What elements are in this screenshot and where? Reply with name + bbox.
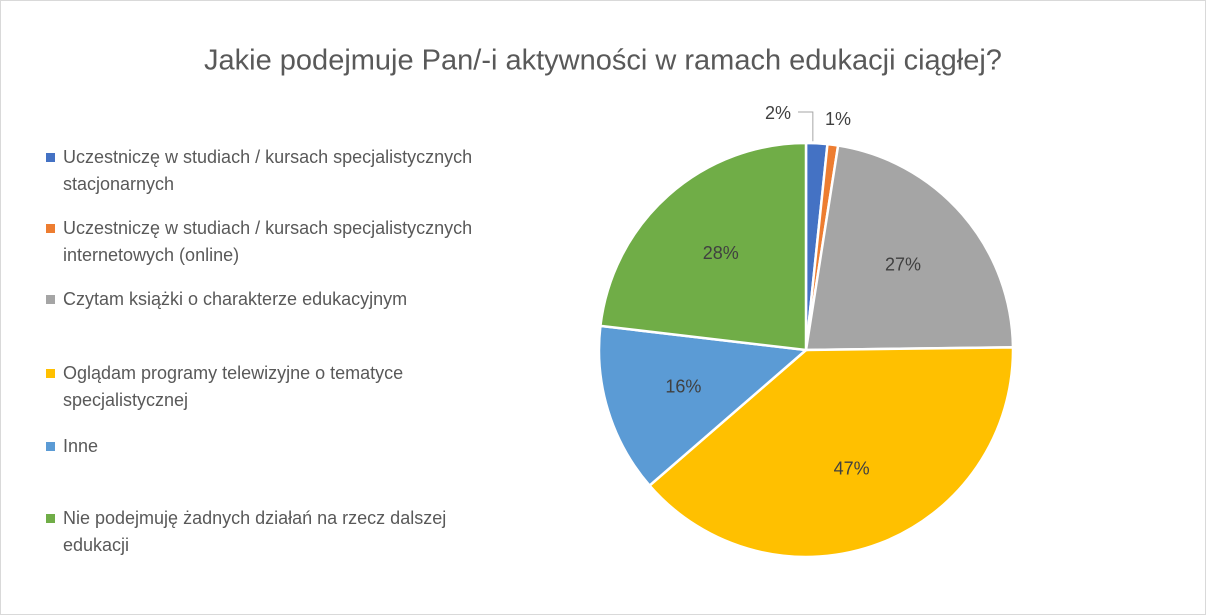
chart-title: Jakie podejmuje Pan/-i aktywności w rama… (204, 45, 1002, 77)
pie-slice (599, 141, 808, 352)
legend-swatch (46, 514, 55, 523)
pie-slice (597, 324, 809, 488)
legend-item: Inne (46, 433, 476, 460)
legend-swatch (46, 369, 55, 378)
data-label: 47% (834, 459, 870, 479)
legend-item: Oglądam programy telewizyjne o tematyce … (46, 360, 476, 414)
legend-label: Oglądam programy telewizyjne o tematyce … (63, 363, 404, 410)
data-label: 28% (703, 243, 739, 263)
leader-line (798, 111, 814, 142)
legend-item: Uczestniczę w studiach / kursach specjal… (46, 144, 476, 198)
legend-item: Czytam książki o charakterze edukacyjnym (46, 286, 476, 313)
legend-label: Uczestniczę w studiach / kursach specjal… (63, 218, 473, 265)
legend-swatch (46, 442, 55, 451)
data-label: 1% (825, 109, 851, 129)
pie-slice (647, 346, 1015, 559)
data-label: 16% (665, 377, 701, 397)
legend-swatch (46, 295, 55, 304)
legend-label: Uczestniczę w studiach / kursach specjal… (63, 147, 473, 194)
legend-label: Nie podejmuję żadnych działań na rzecz d… (63, 508, 447, 555)
legend-item: Uczestniczę w studiach / kursach specjal… (46, 215, 476, 269)
data-label: 2% (765, 103, 791, 123)
legend-label: Inne (63, 436, 99, 456)
legend-swatch (46, 224, 55, 233)
data-label: 27% (885, 255, 921, 275)
legend-label: Czytam książki o charakterze edukacyjnym (63, 289, 408, 309)
legend-item: Nie podejmuję żadnych działań na rzecz d… (46, 505, 476, 559)
legend-swatch (46, 153, 55, 162)
pie-slice (804, 144, 1015, 352)
